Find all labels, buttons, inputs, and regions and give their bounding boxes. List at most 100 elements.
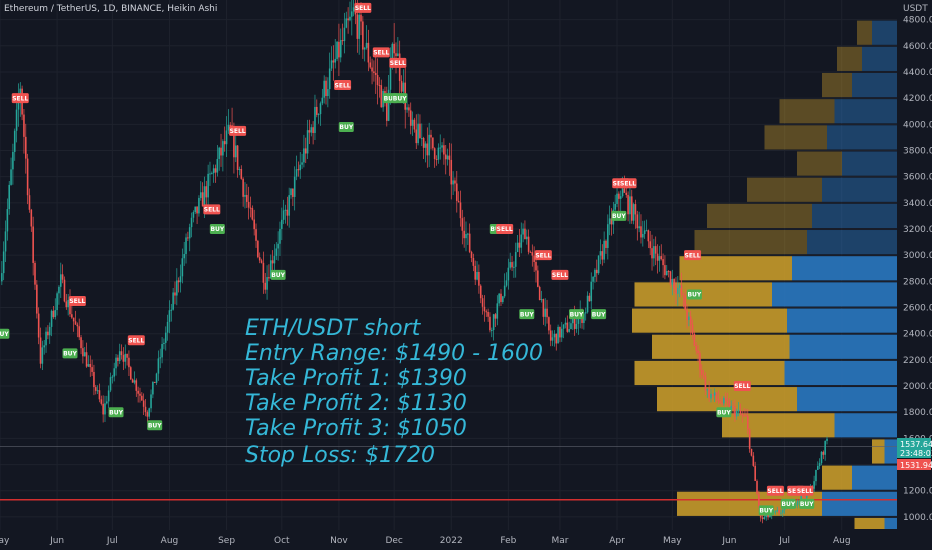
signal-label: SELL bbox=[12, 95, 28, 102]
candle-body bbox=[826, 438, 828, 441]
candle-body bbox=[203, 186, 206, 207]
candle-body bbox=[139, 393, 141, 396]
candle-body bbox=[538, 286, 541, 301]
candle-body bbox=[763, 517, 766, 520]
candle-body bbox=[448, 155, 451, 160]
candle-body bbox=[490, 330, 493, 332]
candle-body bbox=[411, 119, 414, 126]
time-tick-label: Feb bbox=[500, 536, 516, 546]
candle-body bbox=[695, 345, 698, 351]
candle-body bbox=[441, 145, 443, 148]
signal-badge bbox=[11, 93, 29, 104]
signal-badge bbox=[619, 178, 637, 189]
candle-body bbox=[253, 219, 255, 230]
candle-body bbox=[179, 276, 182, 283]
candle-body bbox=[128, 357, 130, 368]
signal-badge bbox=[108, 407, 124, 418]
candle-body bbox=[65, 301, 68, 308]
candle-body bbox=[293, 176, 296, 197]
signal-label: SELL bbox=[69, 298, 85, 305]
signal-badge bbox=[799, 498, 815, 509]
candle-body bbox=[710, 393, 712, 399]
candle-body bbox=[117, 357, 119, 362]
signals: SELLBUYSELLBUYSELLBUYBUYSELLSELLBUYBUYSE… bbox=[0, 2, 815, 516]
candle-body bbox=[269, 260, 272, 279]
candle-body bbox=[52, 310, 55, 318]
candle-body bbox=[63, 279, 66, 302]
candle-body bbox=[537, 270, 539, 287]
candle-body bbox=[741, 413, 744, 416]
candle-body bbox=[301, 162, 303, 165]
candle-body bbox=[356, 14, 359, 39]
volume-bar-gold bbox=[747, 177, 822, 202]
candle-body bbox=[432, 137, 434, 149]
candle-body bbox=[610, 218, 613, 225]
candle-body bbox=[583, 313, 585, 323]
candle-body bbox=[647, 230, 650, 242]
signal-badge bbox=[270, 269, 286, 280]
candle-body bbox=[209, 173, 211, 175]
candle-body bbox=[135, 380, 138, 391]
candle-body bbox=[767, 514, 769, 518]
candle-body bbox=[531, 252, 534, 256]
candle-body bbox=[223, 141, 226, 145]
signal-label: SELL bbox=[230, 128, 246, 135]
candle-body bbox=[194, 206, 197, 213]
candle-body bbox=[424, 143, 427, 148]
price-tick-label: 3000.00 bbox=[903, 251, 932, 261]
candle-body bbox=[37, 313, 40, 338]
candle-body bbox=[728, 402, 731, 411]
candle-body bbox=[220, 147, 222, 156]
candle-body bbox=[327, 89, 329, 97]
candle-body bbox=[549, 330, 552, 341]
candle-body bbox=[258, 257, 261, 261]
volume-bar-blue bbox=[884, 439, 897, 464]
candle-body bbox=[472, 257, 475, 266]
candle-body bbox=[328, 68, 331, 90]
candle-body bbox=[430, 134, 432, 138]
candle-body bbox=[804, 496, 806, 499]
signal-label: SELL bbox=[620, 180, 636, 187]
volume-bar-blue bbox=[884, 517, 897, 529]
candle-body bbox=[518, 242, 521, 248]
volume-bar-gold bbox=[764, 125, 827, 150]
candle-body bbox=[137, 390, 139, 394]
candle-body bbox=[164, 332, 167, 343]
candle-body bbox=[522, 228, 524, 235]
candle-body bbox=[129, 367, 132, 380]
volume-bar-gold bbox=[632, 308, 787, 333]
candle-body bbox=[630, 196, 633, 221]
signal-label: BUY bbox=[612, 213, 626, 220]
candle-body bbox=[67, 299, 69, 308]
time-axis[interactable]: May Jun Jul Aug Sep Oct Nov Dec 2022 Feb Mar Apr May… bbox=[0, 530, 932, 550]
candle-body bbox=[161, 343, 163, 358]
signal-badge bbox=[0, 328, 10, 339]
candle-body bbox=[150, 394, 152, 409]
candle-body bbox=[43, 345, 46, 348]
candle-body bbox=[608, 218, 611, 225]
signal-label: BUY bbox=[384, 95, 398, 102]
candle-body bbox=[704, 376, 707, 391]
candle-body bbox=[634, 204, 637, 215]
candle-body bbox=[822, 451, 825, 455]
candle-body bbox=[607, 224, 609, 248]
candle-body bbox=[800, 495, 803, 501]
price-tick-label: 2200.00 bbox=[903, 356, 932, 366]
volume-bar-blue bbox=[834, 99, 897, 124]
candle-body bbox=[409, 110, 412, 126]
candle-body bbox=[212, 168, 215, 174]
volume-bar-gold bbox=[822, 465, 852, 490]
signal-badge bbox=[338, 121, 354, 132]
candle-body bbox=[601, 251, 604, 260]
candle-body bbox=[177, 280, 180, 283]
candle-body bbox=[229, 124, 232, 126]
annotation-line-4: Take Profit 2: $1130 bbox=[245, 391, 467, 416]
signal-badge bbox=[766, 485, 784, 496]
candle-body bbox=[371, 67, 373, 72]
price-axis-unit: USDT bbox=[903, 4, 928, 14]
candle-body bbox=[87, 364, 90, 367]
candle-body bbox=[198, 197, 200, 214]
price-tick-label: 2400.00 bbox=[903, 330, 932, 340]
